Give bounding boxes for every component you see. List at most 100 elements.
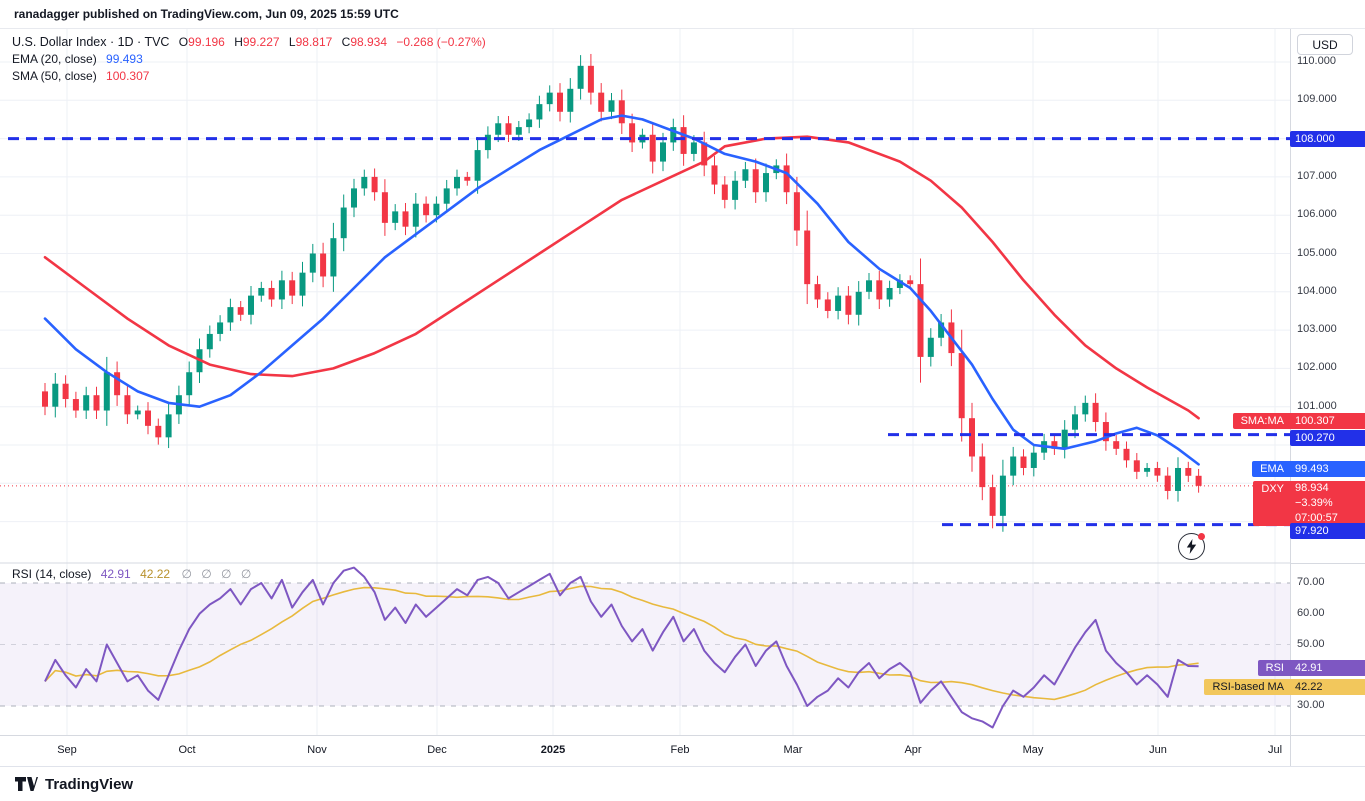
candle — [1092, 393, 1099, 432]
rsi-scale-label: 50.00 — [1297, 637, 1325, 650]
high-letter: H — [234, 35, 243, 49]
candle — [598, 83, 605, 122]
symbol-legend-row[interactable]: U.S. Dollar Index · 1D · TVC O99.196 H99… — [12, 34, 486, 51]
time-scale-label: May — [1022, 744, 1044, 756]
candle — [103, 356, 110, 426]
candle — [464, 171, 471, 186]
time-scale-label: Mar — [783, 744, 803, 756]
candle — [742, 161, 749, 189]
ema-value: 99.493 — [106, 52, 143, 66]
time-scale[interactable]: Sep Oct Nov Dec 2025 Feb Mar Apr May Jun Jul — [0, 735, 1290, 767]
candle — [299, 261, 306, 307]
notification-dot — [1198, 533, 1205, 540]
candle — [1051, 435, 1058, 455]
candle — [340, 194, 347, 252]
candle — [248, 286, 254, 325]
candle — [1154, 461, 1161, 482]
candle — [536, 95, 543, 128]
rsi-ma-line[interactable] — [44, 585, 1199, 701]
time-scale-label: Feb — [670, 744, 690, 756]
candle — [330, 222, 337, 292]
candlestick-series — [42, 53, 1202, 532]
price-scale-label: 101.000 — [1297, 399, 1337, 412]
sma-label: SMA (50, close) — [12, 69, 97, 83]
rsi-ma-value: 42.22 — [140, 567, 171, 581]
time-scale-label: Nov — [307, 744, 327, 756]
candle — [1123, 441, 1130, 468]
ema-legend-row[interactable]: EMA (20, close) 99.493 — [12, 51, 486, 68]
ema-label: EMA (20, close) — [12, 52, 97, 66]
candle — [886, 280, 893, 307]
currency-toggle-button[interactable]: USD — [1297, 34, 1353, 55]
price-scale-label: 104.000 — [1297, 284, 1337, 297]
candle — [618, 89, 625, 135]
candle — [392, 204, 399, 231]
candle — [845, 286, 852, 325]
candle — [1072, 405, 1078, 439]
price-scale-label: 110.000 — [1297, 55, 1336, 67]
candle — [732, 171, 739, 210]
sma-50-line[interactable] — [43, 135, 1200, 420]
chart-canvas[interactable] — [0, 29, 1290, 766]
publish-header: ranadagger published on TradingView.com,… — [0, 0, 1365, 29]
candle — [989, 474, 996, 529]
candle — [1164, 467, 1171, 500]
candle — [783, 153, 790, 205]
candle — [134, 405, 141, 420]
candle — [454, 169, 460, 196]
candle — [670, 118, 677, 151]
candle — [917, 258, 924, 383]
candle — [866, 273, 872, 300]
candle — [309, 243, 316, 283]
tradingview-wordmark[interactable]: TradingView — [45, 775, 134, 793]
low-letter: L — [288, 35, 296, 49]
close-value: 98.934 — [350, 35, 388, 49]
candle — [793, 176, 800, 246]
ema-20-line[interactable] — [43, 114, 1200, 466]
candle — [1010, 446, 1017, 486]
candle — [557, 83, 563, 122]
rsi-label: RSI (14, close) — [12, 567, 92, 581]
candle — [351, 178, 357, 218]
candle — [577, 55, 584, 100]
candle — [83, 386, 90, 419]
candle — [52, 372, 59, 418]
candle — [1113, 435, 1120, 455]
candle — [474, 137, 481, 194]
publish-text: ranadagger published on TradingView.com,… — [14, 7, 399, 21]
time-scale-label: Sep — [57, 744, 77, 756]
candle — [876, 270, 883, 310]
candle — [927, 328, 934, 367]
candle — [969, 402, 975, 472]
candle — [546, 85, 553, 112]
candle — [701, 131, 708, 177]
candle — [505, 116, 512, 143]
rsi-legend-row[interactable]: RSI (14, close) 42.91 42.22 ∅ ∅ ∅ ∅ — [12, 567, 254, 581]
lightning-badge-icon[interactable] — [1178, 533, 1205, 560]
candle — [227, 298, 234, 331]
time-scale-label: Oct — [178, 744, 196, 756]
time-scale-label: Jul — [1267, 744, 1283, 756]
low-value: 98.817 — [295, 35, 333, 49]
lightning-bolt-icon — [1186, 539, 1197, 554]
candle — [752, 158, 759, 203]
time-scale-label: 2025 — [540, 744, 566, 756]
candle — [114, 361, 121, 406]
change-value: −0.268 (−0.27%) — [396, 35, 486, 49]
rsi-scale-label: 60.00 — [1297, 606, 1325, 619]
rsi-line[interactable] — [44, 566, 1199, 729]
timeline-separator — [1291, 735, 1365, 736]
candle — [608, 93, 615, 120]
footer: TradingView — [0, 766, 1365, 801]
candle — [680, 115, 687, 166]
tradingview-logo-icon[interactable] — [14, 775, 38, 793]
candle — [412, 192, 419, 238]
candle — [155, 418, 162, 445]
sma-legend-row[interactable]: SMA (50, close) 100.307 — [12, 68, 486, 85]
panel-separator — [1291, 563, 1365, 564]
candle — [1061, 420, 1068, 459]
candle — [835, 287, 842, 320]
candle — [649, 122, 656, 174]
price-scale[interactable]: USD 110.000 109.000 107.000 106.000 105.000 1… — [1290, 29, 1365, 766]
candle — [268, 280, 275, 307]
